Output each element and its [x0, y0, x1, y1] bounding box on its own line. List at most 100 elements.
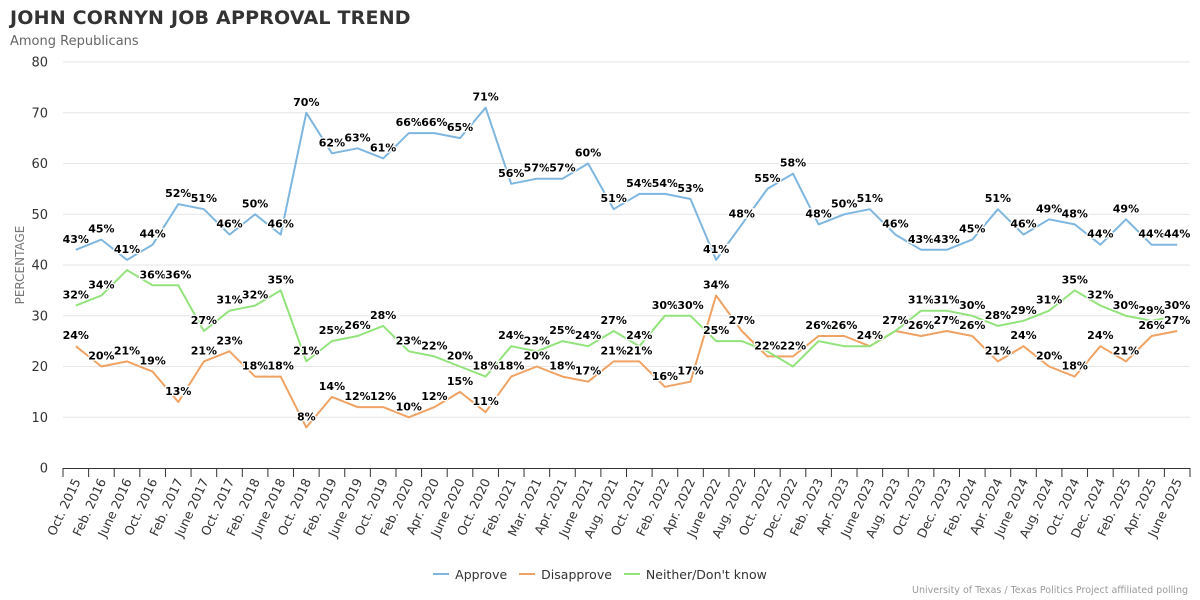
data-label-approve: 44% [1138, 228, 1164, 241]
data-label-neither-don-t-know: 20% [447, 350, 473, 363]
data-label-neither-don-t-know: 26% [344, 319, 370, 332]
data-label-approve: 43% [933, 233, 959, 246]
data-label-neither-don-t-know: 31% [1036, 294, 1062, 307]
data-label-approve: 65% [447, 121, 473, 134]
data-label-neither-don-t-know: 24% [498, 329, 524, 342]
data-label-neither-don-t-know: 31% [216, 294, 242, 307]
data-label-neither-don-t-know: 31% [908, 294, 934, 307]
data-label-approve: 41% [703, 243, 729, 256]
data-label-approve: 54% [626, 177, 652, 190]
chart-legend: Approve Disapprove Neither/Don't know [0, 563, 1200, 582]
legend-label: Neither/Don't know [645, 566, 767, 582]
data-label-neither-don-t-know: 32% [242, 289, 268, 302]
data-label-approve: 48% [729, 207, 755, 220]
y-tick-label: 0 [40, 462, 48, 477]
data-label-approve: 66% [396, 116, 422, 129]
data-label-approve: 61% [370, 141, 396, 154]
data-label-disapprove: 16% [652, 370, 678, 383]
data-label-neither-don-t-know: 30% [652, 299, 678, 312]
data-label-neither-don-t-know: 28% [985, 309, 1011, 322]
data-label-disapprove: 15% [447, 375, 473, 388]
data-label-disapprove: 27% [729, 314, 755, 327]
data-label-neither-don-t-know: 29% [1138, 304, 1164, 317]
y-tick-label: 60 [31, 157, 48, 172]
legend-item-neither-don-t-know[interactable]: Neither/Don't know [623, 566, 767, 582]
data-label-disapprove: 26% [1138, 319, 1164, 332]
data-label-disapprove: 17% [575, 365, 601, 378]
data-label-disapprove: 24% [63, 329, 89, 342]
data-label-disapprove: 26% [831, 319, 857, 332]
data-label-approve: 55% [754, 172, 780, 185]
data-label-approve: 51% [601, 192, 627, 205]
data-label-neither-don-t-know: 23% [396, 334, 422, 347]
data-label-approve: 43% [908, 233, 934, 246]
y-tick-label: 40 [31, 259, 48, 274]
y-tick-label: 30 [31, 309, 48, 324]
data-label-approve: 44% [1087, 228, 1113, 241]
data-label-disapprove: 18% [498, 360, 524, 373]
data-label-disapprove: 14% [319, 380, 345, 393]
data-label-disapprove: 21% [601, 344, 627, 357]
data-label-approve: 46% [268, 218, 294, 231]
legend-label: Approve [455, 566, 508, 582]
legend-swatch [519, 573, 536, 575]
data-label-approve: 58% [780, 157, 806, 170]
data-label-disapprove: 11% [472, 395, 498, 408]
data-label-approve: 56% [498, 167, 524, 180]
data-label-disapprove: 18% [268, 360, 294, 373]
data-label-disapprove: 21% [626, 344, 652, 357]
data-label-approve: 53% [677, 182, 703, 195]
data-label-approve: 49% [1036, 202, 1062, 215]
data-label-approve: 63% [344, 131, 370, 144]
data-label-neither-don-t-know: 28% [370, 309, 396, 322]
data-label-approve: 60% [575, 147, 601, 160]
data-label-neither-don-t-know: 30% [677, 299, 703, 312]
data-label-disapprove: 21% [1113, 344, 1139, 357]
data-label-approve: 44% [139, 228, 165, 241]
data-label-disapprove: 21% [114, 344, 140, 357]
chart-title: JOHN CORNYN JOB APPROVAL TREND [10, 7, 411, 29]
data-label-neither-don-t-know: 21% [293, 344, 319, 357]
data-label-approve: 57% [524, 162, 550, 175]
data-label-neither-don-t-know: 30% [1164, 299, 1190, 312]
data-label-approve: 57% [549, 162, 575, 175]
y-tick-label: 70 [31, 106, 48, 121]
data-label-neither-don-t-know: 23% [524, 334, 550, 347]
data-label-disapprove: 26% [959, 319, 985, 332]
data-label-disapprove: 18% [549, 360, 575, 373]
data-label-approve: 51% [191, 192, 217, 205]
data-label-approve: 49% [1113, 202, 1139, 215]
data-label-disapprove: 26% [908, 319, 934, 332]
data-label-approve: 45% [88, 223, 114, 236]
data-label-disapprove: 34% [703, 278, 729, 291]
data-label-neither-don-t-know: 27% [601, 314, 627, 327]
y-tick-label: 10 [31, 411, 48, 426]
legend-swatch [433, 573, 450, 575]
data-label-neither-don-t-know: 27% [882, 314, 908, 327]
data-label-approve: 71% [472, 91, 498, 104]
data-label-approve: 62% [319, 136, 345, 149]
legend-item-approve[interactable]: Approve [433, 567, 507, 582]
y-tick-label: 50 [31, 208, 48, 223]
legend-label: Disapprove [541, 566, 612, 582]
data-label-disapprove: 8% [297, 410, 316, 423]
data-label-neither-don-t-know: 30% [1113, 299, 1139, 312]
data-label-neither-don-t-know: 27% [191, 314, 217, 327]
data-label-disapprove: 26% [805, 319, 831, 332]
data-label-neither-don-t-know: 34% [88, 278, 114, 291]
data-label-disapprove: 13% [165, 385, 191, 398]
legend-item-disapprove[interactable]: Disapprove [519, 567, 612, 582]
data-label-neither-don-t-know: 24% [857, 329, 883, 342]
data-label-neither-don-t-know: 30% [959, 299, 985, 312]
data-label-neither-don-t-know: 36% [139, 268, 165, 281]
data-label-neither-don-t-know: 36% [165, 268, 191, 281]
series-line-neither-don-t-know [75, 269, 1178, 378]
data-label-approve: 50% [831, 197, 857, 210]
chart-subtitle: Among Republicans [10, 34, 139, 49]
data-label-disapprove: 10% [396, 400, 422, 413]
data-label-disapprove: 19% [139, 355, 165, 368]
data-label-disapprove: 18% [242, 360, 268, 373]
data-label-disapprove: 18% [1062, 360, 1088, 373]
data-label-neither-don-t-know: 32% [1087, 289, 1113, 302]
data-label-neither-don-t-know: 32% [63, 289, 89, 302]
